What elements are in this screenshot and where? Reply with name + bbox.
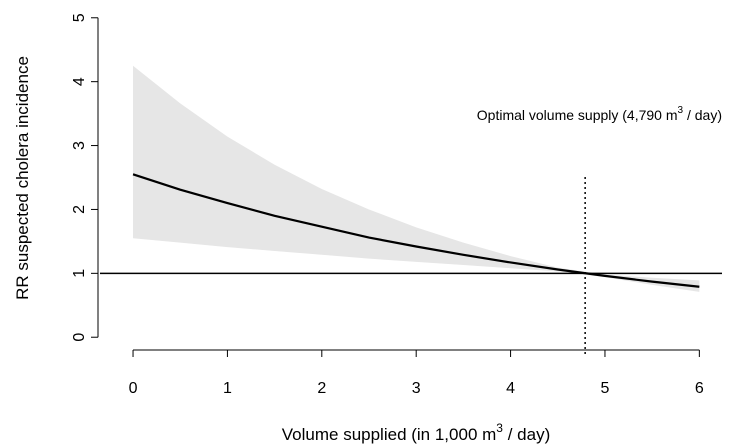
x-tick-label: 2 (317, 380, 326, 397)
annotation-text: / day) (683, 107, 722, 123)
x-tick-label: 6 (695, 380, 704, 397)
x-tick-label: 1 (223, 380, 232, 397)
y-tick-label: 1 (71, 269, 88, 278)
x-tick-label: 3 (412, 380, 421, 397)
x-title-text: Volume supplied (in 1,000 m (282, 425, 497, 444)
y-tick-label: 5 (71, 13, 88, 22)
x-axis-title: Volume supplied (in 1,000 m3 / day) (282, 421, 550, 444)
x-title-text: / day) (503, 425, 550, 444)
annotation-sup: 3 (678, 105, 684, 116)
x-tick-label: 0 (129, 380, 138, 397)
confidence-band (133, 65, 700, 292)
annotation-text: Optimal volume supply (4,790 m (477, 107, 678, 123)
y-tick-label: 0 (71, 333, 88, 342)
y-axis-title: RR suspected cholera incidence (13, 56, 32, 300)
y-tick-label: 3 (71, 141, 88, 150)
y-tick-label: 2 (71, 205, 88, 214)
y-tick-label: 4 (71, 77, 88, 86)
x-title-sup: 3 (496, 421, 503, 435)
x-tick-label: 5 (601, 380, 610, 397)
line (132, 173, 700, 288)
annotation: Optimal volume supply (4,790 m3 / day) (477, 105, 722, 123)
x-tick-label: 4 (506, 380, 515, 397)
